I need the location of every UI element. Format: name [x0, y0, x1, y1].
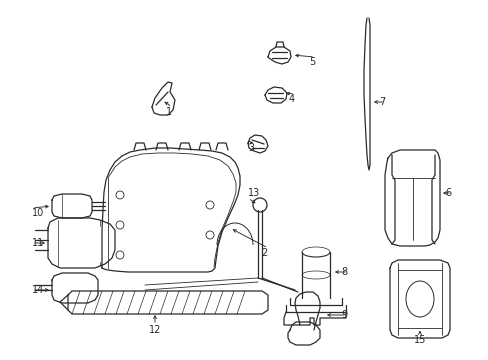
- Text: 12: 12: [148, 325, 161, 335]
- Text: 3: 3: [247, 143, 254, 153]
- Text: 6: 6: [445, 188, 451, 198]
- Text: 11: 11: [32, 238, 44, 248]
- Text: 14: 14: [32, 285, 44, 295]
- Text: 9: 9: [340, 310, 346, 320]
- Text: 4: 4: [288, 94, 294, 104]
- Text: 7: 7: [378, 97, 384, 107]
- Text: 13: 13: [247, 188, 260, 198]
- Text: 8: 8: [341, 267, 347, 277]
- Text: 5: 5: [308, 57, 314, 67]
- Text: 2: 2: [261, 248, 267, 258]
- Text: 10: 10: [32, 208, 44, 218]
- Text: 15: 15: [413, 335, 426, 345]
- Text: 1: 1: [165, 107, 172, 117]
